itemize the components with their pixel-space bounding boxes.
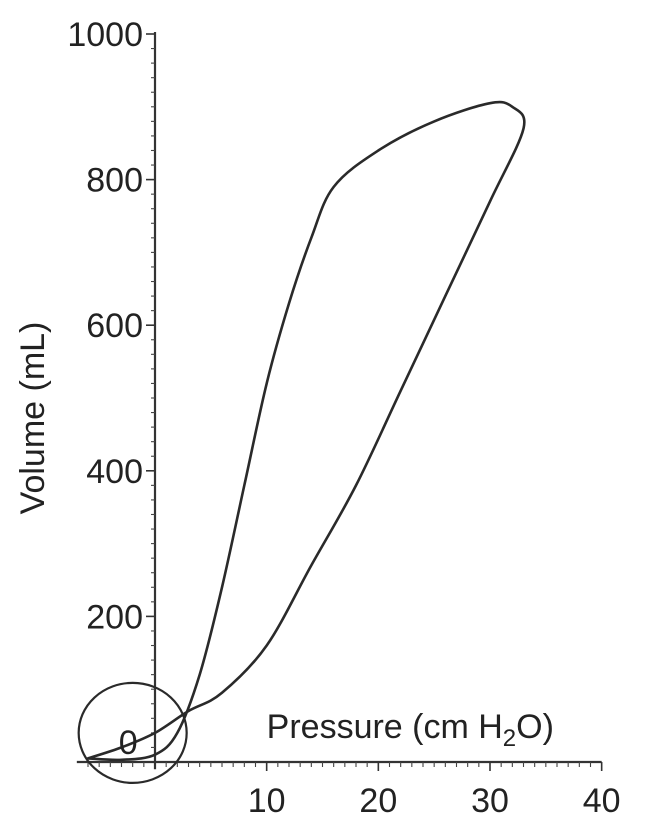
x-tick-label: 10 bbox=[248, 782, 286, 816]
y-ticks: 1000 800 600 400 200 bbox=[67, 16, 155, 636]
x-tick-label: 40 bbox=[583, 782, 621, 816]
axes bbox=[76, 32, 602, 770]
x-ticks: 10 20 30 40 bbox=[248, 762, 621, 816]
minor-ticks bbox=[87, 48, 592, 767]
y-tick-label: 600 bbox=[86, 307, 143, 345]
x-axis-title-main: Pressure (cm H bbox=[267, 708, 503, 746]
series-layer bbox=[86, 100, 526, 762]
y-tick-label: 1000 bbox=[67, 16, 143, 54]
y-tick-label: 800 bbox=[86, 162, 143, 200]
pressure-volume-loop bbox=[86, 100, 526, 762]
y-axis-title: Volume (mL) bbox=[14, 322, 52, 515]
x-tick-label: 30 bbox=[471, 782, 509, 816]
x-axis-title-subscript: 2 bbox=[503, 725, 516, 752]
origin-label: 0 bbox=[119, 724, 138, 762]
x-axis-title: Pressure (cm H2O) bbox=[267, 708, 554, 752]
origin-highlight-circle bbox=[77, 681, 188, 784]
x-tick-label: 20 bbox=[359, 782, 397, 816]
y-tick-label: 400 bbox=[86, 453, 143, 491]
x-axis-title-end: O) bbox=[516, 708, 554, 746]
y-tick-label: 200 bbox=[86, 598, 143, 636]
